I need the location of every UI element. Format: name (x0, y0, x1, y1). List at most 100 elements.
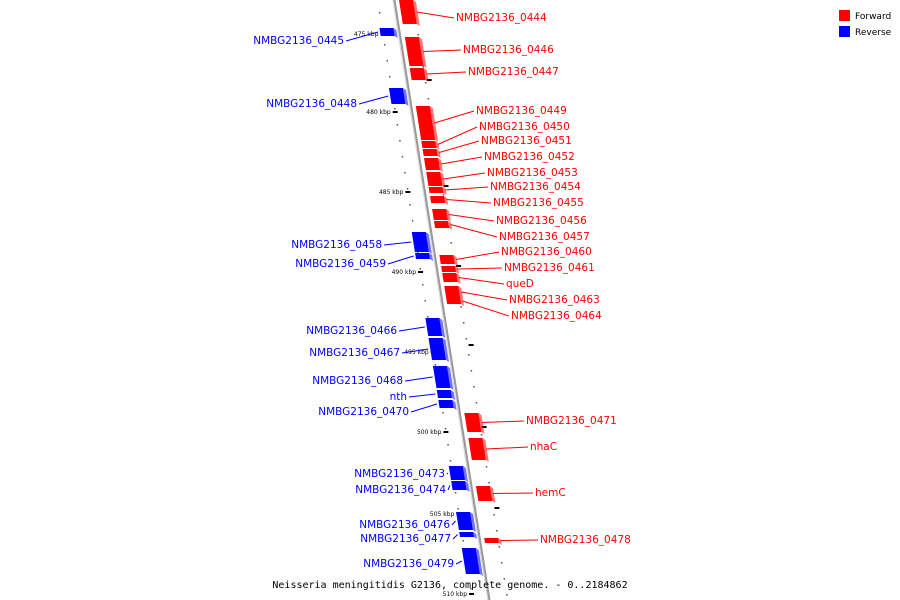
gene-label[interactable]: NMBG2136_0447 (468, 66, 559, 78)
gene-feature[interactable] (426, 172, 443, 186)
gene-leader-line (447, 485, 451, 491)
gene-feature[interactable] (436, 390, 453, 398)
gene-feature[interactable] (475, 486, 493, 501)
gene-feature[interactable] (425, 318, 443, 336)
kbp-tick (418, 271, 424, 273)
gene-feature[interactable] (428, 338, 446, 360)
gene-feature-shade (478, 413, 485, 434)
gene-feature[interactable] (451, 481, 467, 490)
gene-label[interactable]: NMBG2136_0464 (511, 310, 602, 322)
gene-feature[interactable] (379, 28, 395, 36)
gene-feature[interactable] (439, 255, 455, 264)
gene-label[interactable]: NMBG2136_0471 (526, 415, 617, 427)
gene-label[interactable]: NMBG2136_0466 (306, 325, 397, 337)
gene-label[interactable]: NMBG2136_0468 (312, 375, 403, 387)
gene-label[interactable]: nhaC (530, 441, 557, 453)
gene-feature[interactable] (432, 209, 448, 220)
gene-feature[interactable] (448, 466, 465, 480)
gene-label[interactable]: NMBG2136_0477 (360, 533, 451, 545)
gene-label[interactable]: queD (506, 278, 534, 290)
gene-label[interactable]: NMBG2136_0446 (463, 44, 554, 56)
gene-label[interactable]: NMBG2136_0478 (540, 534, 631, 546)
gene-label[interactable]: NMBG2136_0455 (493, 197, 584, 209)
gene-label[interactable]: NMBG2136_0449 (476, 105, 567, 117)
gene-feature[interactable] (432, 366, 451, 388)
gene-label[interactable]: NMBG2136_0457 (499, 231, 590, 243)
gene-feature[interactable] (433, 221, 450, 228)
gene-leader-line (500, 539, 539, 541)
gene-feature-shade (458, 286, 464, 300)
gene-leader-line (486, 446, 529, 450)
minor-tick (425, 82, 427, 84)
gene-feature[interactable] (415, 106, 436, 140)
gene-feature[interactable] (456, 512, 473, 530)
gene-feature[interactable] (468, 438, 486, 460)
gene-leader-line (446, 472, 449, 475)
gene-feature[interactable] (459, 532, 475, 537)
gene-feature[interactable] (422, 149, 438, 156)
gene-leader-line (437, 126, 478, 145)
gene-feature[interactable] (421, 141, 437, 148)
legend-reverse-swatch (839, 26, 850, 37)
gene-label[interactable]: NMBG2136_0453 (487, 167, 578, 179)
gene-leader-line (404, 376, 433, 382)
gene-feature[interactable] (404, 37, 424, 66)
gene-label[interactable]: NMBG2136_0470 (318, 406, 409, 418)
gene-feature[interactable] (464, 413, 482, 432)
minor-tick (506, 594, 508, 596)
gene-label[interactable]: NMBG2136_0452 (484, 151, 575, 163)
minor-tick (503, 578, 506, 580)
gene-label[interactable]: NMBG2136_0459 (295, 258, 386, 270)
gene-feature[interactable] (424, 158, 440, 170)
gene-label[interactable]: NMBG2136_0458 (291, 239, 382, 251)
gene-label[interactable]: NMBG2136_0451 (481, 135, 572, 147)
gene-feature-shade (442, 338, 449, 362)
gene-feature[interactable] (399, 0, 417, 24)
gene-label[interactable]: NMBG2136_0461 (504, 262, 595, 274)
gene-leader-line (401, 348, 429, 354)
gene-label[interactable]: NMBG2136_0476 (359, 519, 450, 531)
kbp-tick (494, 507, 500, 509)
gene-feature[interactable] (484, 538, 499, 543)
gene-feature[interactable] (415, 253, 431, 259)
minor-tick (404, 172, 406, 174)
gene-label[interactable]: hemC (535, 487, 566, 499)
gene-label[interactable]: NMBG2136_0445 (253, 35, 344, 47)
kbp-tick (405, 191, 411, 193)
gene-feature[interactable] (430, 196, 446, 203)
gene-feature[interactable] (428, 187, 444, 193)
gene-leader-line (450, 224, 498, 238)
gene-feature[interactable] (446, 298, 462, 304)
gene-feature[interactable] (442, 273, 458, 282)
gene-label[interactable]: NMBG2136_0448 (266, 98, 357, 110)
gene-feature-shade (435, 141, 440, 150)
minor-tick (470, 588, 472, 590)
gene-label[interactable]: NMBG2136_0460 (501, 246, 592, 258)
legend-forward-label: Forward (855, 12, 891, 22)
gene-label[interactable]: NMBG2136_0454 (490, 181, 581, 193)
kbp-label: 490 kbp (392, 269, 417, 276)
gene-feature[interactable] (388, 88, 406, 104)
gene-feature[interactable] (444, 286, 461, 298)
gene-feature[interactable] (438, 400, 454, 408)
gene-feature[interactable] (409, 68, 426, 80)
minor-tick (470, 370, 473, 372)
gene-feature[interactable] (461, 548, 480, 574)
gene-feature-shade (452, 400, 457, 410)
gene-label[interactable]: NMBG2136_0463 (509, 294, 600, 306)
gene-label[interactable]: NMBG2136_0456 (496, 215, 587, 227)
minor-tick (450, 242, 452, 244)
kbp-tick (468, 344, 474, 346)
minor-tick (422, 284, 424, 286)
gene-label[interactable]: NMBG2136_0479 (363, 558, 454, 570)
gene-label[interactable]: NMBG2136_0467 (309, 347, 400, 359)
gene-feature[interactable] (411, 232, 429, 252)
gene-feature[interactable] (441, 266, 457, 272)
gene-label[interactable]: NMBG2136_0473 (354, 468, 445, 480)
gene-label[interactable]: nth (390, 391, 407, 403)
gene-label[interactable]: NMBG2136_0444 (456, 12, 547, 24)
gene-leader-line (448, 214, 495, 222)
gene-label[interactable]: NMBG2136_0450 (479, 121, 570, 133)
gene-label[interactable]: NMBG2136_0474 (355, 484, 446, 496)
